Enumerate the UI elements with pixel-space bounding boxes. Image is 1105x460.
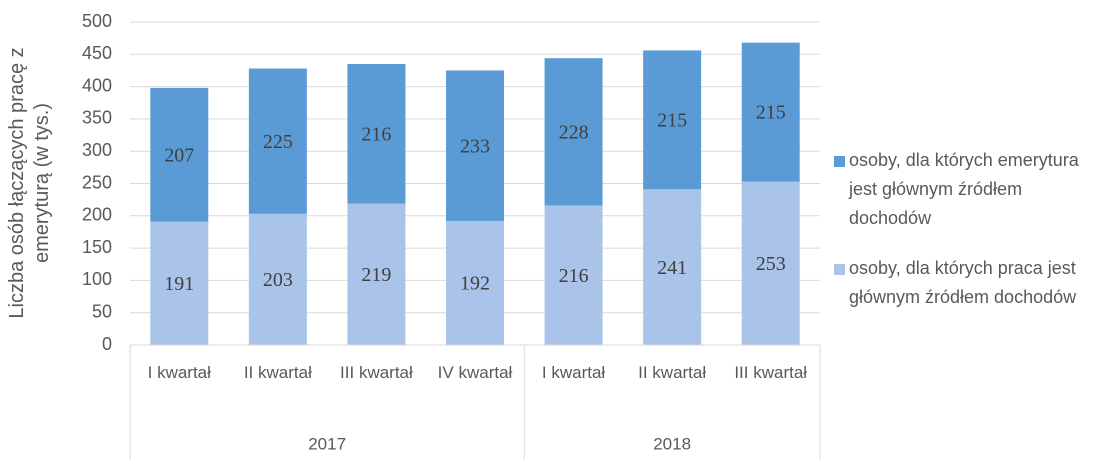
bar-segment: [150, 221, 209, 345]
group-label: 2018: [653, 434, 691, 453]
legend-swatch: [834, 156, 845, 167]
x-tick-label: I kwartał: [147, 363, 211, 382]
y-tick-label: 350: [82, 108, 112, 128]
legend-label: osoby, dla których emerytura jest główny…: [849, 150, 1079, 228]
group-label: 2017: [308, 434, 346, 453]
data-label: 253: [756, 253, 786, 275]
data-label: 207: [164, 144, 194, 166]
bar-segment: [446, 220, 504, 345]
x-tick-label: II kwartał: [638, 363, 707, 382]
y-tick-label: 50: [92, 301, 112, 321]
bar-segment: [643, 50, 702, 190]
legend-swatch: [834, 264, 845, 275]
bar-segment: [544, 205, 603, 345]
y-tick-label: 0: [102, 334, 112, 354]
y-tick-label: 150: [82, 237, 112, 257]
y-tick-label: 300: [82, 140, 112, 160]
data-label: 241: [657, 257, 687, 279]
bar-segment: [643, 189, 702, 345]
bar-segment: [741, 42, 800, 182]
y-tick-label: 500: [82, 11, 112, 31]
data-label: 203: [263, 269, 293, 291]
bar-segment: [347, 63, 406, 204]
bar-segment: [248, 68, 307, 214]
data-label: 233: [460, 135, 490, 157]
data-label: 215: [657, 109, 687, 131]
bar-segment: [347, 203, 406, 345]
data-label: 216: [559, 265, 589, 287]
bar-segment: [544, 58, 603, 206]
data-label: 215: [756, 102, 786, 124]
x-tick-label: III kwartał: [734, 363, 808, 382]
data-label: 228: [559, 121, 589, 143]
y-tick-label: 200: [82, 205, 112, 225]
bar-segment: [150, 87, 209, 222]
x-tick-label: III kwartał: [340, 363, 413, 382]
x-tick-label: IV kwartał: [437, 363, 513, 382]
bar-segment: [446, 70, 504, 221]
data-label: 192: [460, 273, 490, 295]
y-tick-label: 400: [82, 75, 112, 95]
bar-segment: [248, 213, 307, 345]
y-tick-label: 450: [82, 43, 112, 63]
data-label: 191: [164, 273, 194, 295]
y-axis-title: Liczba osób łączących pracę z emeryturą …: [6, 47, 53, 319]
legend-label: osoby, dla których praca jest głównym źr…: [849, 258, 1077, 307]
x-tick-label: I kwartał: [541, 363, 606, 382]
data-label: 216: [361, 123, 391, 145]
x-tick-label: II kwartał: [243, 363, 312, 382]
data-label: 225: [263, 131, 293, 153]
data-label: 219: [361, 264, 391, 286]
y-tick-label: 250: [82, 172, 112, 192]
bar-segment: [741, 181, 800, 345]
y-tick-label: 100: [82, 269, 112, 289]
